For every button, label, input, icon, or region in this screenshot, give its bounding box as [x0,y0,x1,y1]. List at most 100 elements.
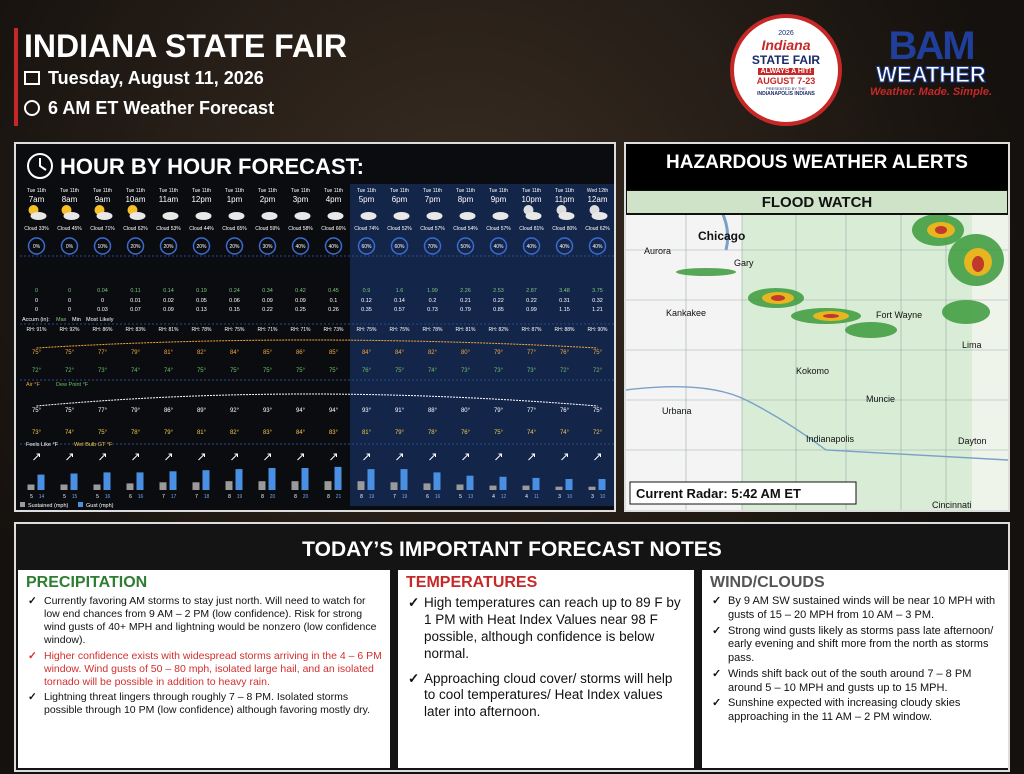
accum-max: 1.99 [427,288,438,294]
humidity: RH: 92% [59,327,80,333]
humidity: RH: 87% [521,327,542,333]
accum-max: 3.48 [559,288,570,294]
wet-bulb: 75° [98,430,108,436]
dew-point: 74° [131,368,141,374]
legend-swatch [78,502,83,507]
night-shade [350,184,614,506]
cloud-cover: Cloud 53% [156,226,181,232]
cloud-icon [30,212,47,220]
sustained-label: 7 [393,494,396,500]
sustained-label: 8 [327,494,330,500]
wet-bulb: 78° [131,430,141,436]
humidity: RH: 83% [125,327,146,333]
city-label: Kankakee [666,308,706,318]
humidity: RH: 81% [158,327,179,333]
feels-like: 94° [329,408,339,414]
air-temp: 79° [494,350,504,356]
wind-arrow [429,453,436,461]
city-label: Cincinnati [932,500,972,510]
sustained-bar [225,481,233,490]
wind-arrow [462,453,469,461]
sustained-label: 3 [558,494,561,500]
chance-ring [126,237,145,255]
precip-chance: 40% [493,244,504,250]
accum-likely: 0.15 [229,307,240,313]
day: Tue 11th [159,188,178,194]
date-text: Tuesday, August 11, 2026 [48,68,264,88]
gust-bar [334,466,342,490]
accum-likely: 0.07 [130,307,141,313]
accum-likely: 1.21 [592,307,603,313]
cloud-cover: Cloud 45% [57,226,82,232]
dew-point: 73° [494,368,504,374]
day: Tue 11th [423,188,442,194]
feels-like: 94° [296,408,306,414]
feels-like: 76° [560,408,570,414]
city-label: Kokomo [796,366,829,376]
accum-min: 0.12 [361,298,372,304]
wind-arrow [165,453,172,461]
air-temp: 77° [527,350,537,356]
sustained-bar [192,482,200,490]
accum-likely: 0 [68,307,71,313]
gust-bar [499,476,507,490]
dew-point: 72° [593,368,603,374]
chance-ring [555,237,574,255]
hour: 4pm [326,195,342,204]
accum-likely: 1.15 [559,307,570,313]
cloud-cover: Cloud 65% [222,226,247,232]
wet-bulb: 79° [164,430,174,436]
wet-bulb: 81° [362,430,372,436]
chance-ring [258,237,277,255]
city-label: Gary [734,258,754,268]
accum-likely: 0.57 [394,307,405,313]
wind-arrow [198,453,205,461]
hour: 8am [62,195,78,204]
alert-name: FLOOD WATCH [762,194,873,211]
precip-chance: 50% [460,244,471,250]
title: INDIANA STATE FAIR [24,28,347,64]
gust-label: 13 [468,494,474,500]
sustained-bar [588,486,596,490]
chance-ring [93,237,112,255]
hour: 9am [95,195,111,204]
accent-bar [14,28,18,126]
cloud-cover: Cloud 57% [420,226,445,232]
cloud-icon [393,212,410,220]
accum-min: 0.06 [229,298,240,304]
hour: 8pm [458,195,474,204]
wet-bulb: 75° [494,430,504,436]
feels-like: 77° [98,408,108,414]
wind-arrow [594,453,601,461]
hour: 6pm [392,195,408,204]
logo-name2: STATE FAIR [751,53,821,67]
sustained-bar [126,483,134,490]
gust-bar [532,477,540,490]
city-label: Urbana [662,406,692,416]
notes-title: TODAY’S IMPORTANT FORECAST NOTES [302,538,722,561]
feels-like: 80° [461,408,471,414]
accum-max: 0.42 [295,288,306,294]
gust-bar [301,468,309,490]
logo-slogan: ALWAYS A HIT! [758,68,814,75]
wind-arrow [561,453,568,461]
accum-max: 3.75 [592,288,603,294]
humidity: RH: 91% [26,327,47,333]
sustained-label: 5 [63,494,66,500]
gust-bar [598,479,606,490]
wind-arrow [297,453,304,461]
column-heading: TEMPERATURES [406,574,538,591]
bullet: Lightning threat lingers through roughly… [28,691,382,717]
legend-label: Feels Like °F [26,442,59,448]
radar-time: Current Radar: 5:42 AM ET [636,486,801,501]
feels-like: 92° [230,408,240,414]
gust-bar [235,469,243,490]
cloud-icon [162,212,179,220]
city-label: Lima [962,340,982,350]
hour: 5pm [359,195,375,204]
bam-sub: WEATHER [876,62,987,87]
humidity: RH: 75% [389,327,410,333]
notes-column: WIND/CLOUDS By 9 AM SW sustained winds w… [702,570,1008,768]
cloud-cover: Cloud 57% [486,226,511,232]
precip-chance: 20% [163,244,174,250]
